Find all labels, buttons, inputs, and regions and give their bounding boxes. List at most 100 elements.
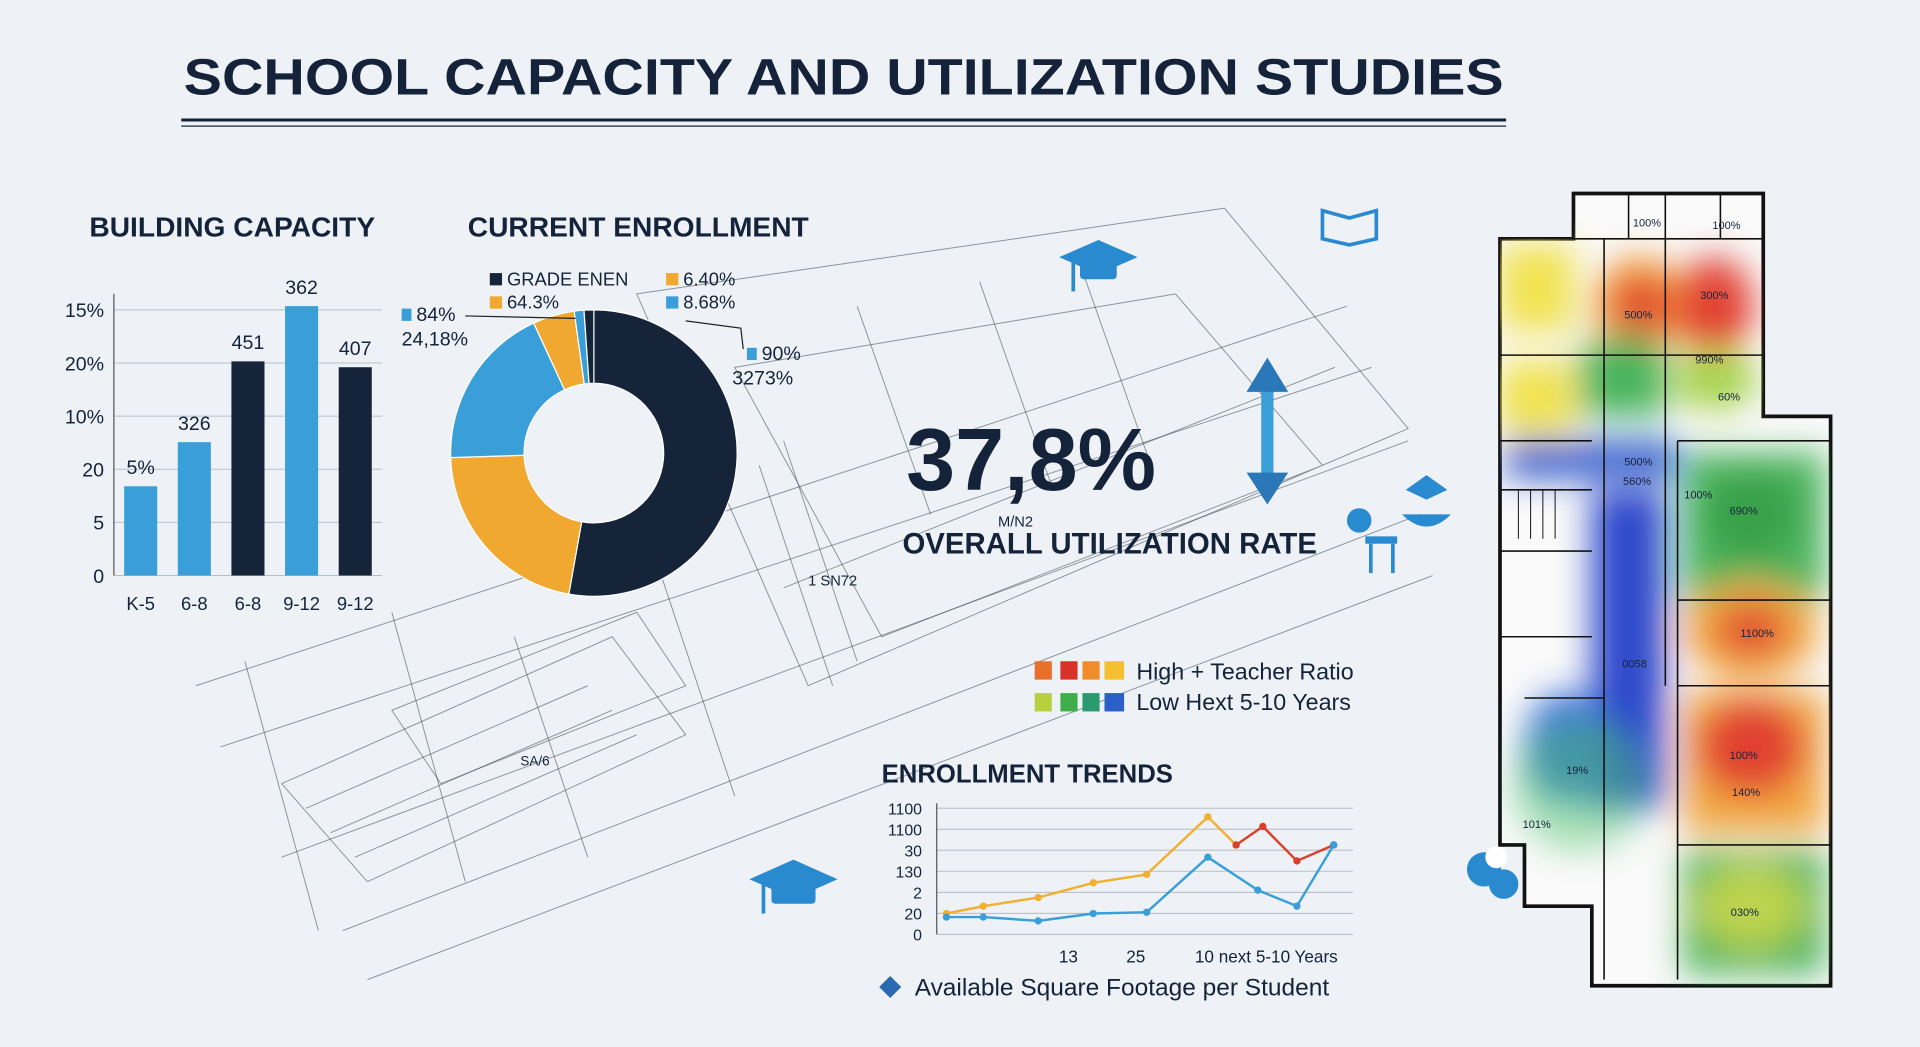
y-tick-label: 0 [93, 566, 104, 588]
y-tick-label: 15% [65, 300, 104, 322]
footnote-diamond [879, 975, 902, 998]
trend-point [1254, 886, 1262, 894]
annotation-label: 90% [762, 343, 801, 365]
annotation-label: 84% [416, 304, 455, 326]
bar-value-label: 407 [339, 338, 372, 360]
legend-label: GRADE ENEN [507, 268, 628, 289]
legend-swatch [489, 296, 503, 309]
floorplan-label: 300% [1700, 290, 1728, 302]
legend-swatch [666, 273, 679, 286]
heat-legend-label: Low Hext 5-10 Years [1136, 689, 1351, 715]
blueprint-label: SA/6 [520, 753, 549, 768]
x-tick-label: 6-8 [181, 593, 208, 614]
utilization-value: 37,8% [906, 410, 1156, 509]
bar-value-label: 5% [127, 457, 155, 479]
donut-slice [568, 309, 738, 597]
trend-point [1204, 853, 1212, 861]
y-tick-label: 30 [904, 843, 922, 860]
bar-value-label: 326 [178, 413, 211, 435]
y-tick-label: 10% [65, 406, 104, 428]
bar [124, 486, 158, 576]
y-tick-label: 20 [904, 906, 922, 923]
blueprint-label: M/N2 [998, 515, 1033, 531]
trend-point [979, 902, 987, 910]
trend-point [1293, 902, 1301, 910]
trend-point [1089, 909, 1097, 918]
trend-point [1259, 822, 1267, 831]
floorplan-label: 500% [1624, 309, 1652, 321]
bar [285, 306, 319, 576]
floorplan-label: 0058 [1622, 658, 1647, 670]
legend-swatch [666, 296, 679, 309]
floorplan-label: 990% [1695, 355, 1723, 367]
pie-chart-title: CURRENT ENROLLMENT [468, 211, 809, 242]
y-tick-label: 5 [93, 513, 104, 535]
heat-legend-label: High + Teacher Ratio [1136, 659, 1353, 685]
floorplan-label: 560% [1623, 476, 1651, 488]
bar [231, 361, 265, 576]
y-tick-label: 130 [895, 864, 922, 881]
blueprint [195, 207, 1433, 981]
y-tick-label: 1100 [888, 822, 922, 839]
line-chart-title: ENROLLMENT TRENDS [882, 760, 1173, 788]
bar [177, 442, 211, 576]
x-tick-label: 10 next 5-10 Years [1195, 946, 1338, 966]
legend-label: 8.68% [683, 292, 735, 313]
donut-slice [450, 322, 566, 459]
leader-line [465, 315, 744, 350]
trend-line [1235, 824, 1335, 863]
floorplan-label: 100% [1730, 750, 1758, 762]
page-title: SCHOOL CAPACITY AND UTILIZATION STUDIES [184, 47, 1504, 105]
floorplan-label: 19% [1566, 765, 1588, 777]
utilization-caption: OVERALL UTILIZATION RATE [902, 528, 1317, 561]
trend-point [1330, 841, 1338, 849]
trend-point [1142, 908, 1151, 916]
trend-point [1034, 917, 1042, 925]
bar-chart-title: BUILDING CAPACITY [89, 211, 375, 242]
bar [338, 367, 372, 576]
trend-point [1293, 857, 1301, 865]
floorplan-label: 1100% [1740, 628, 1774, 640]
trend-point [1232, 841, 1240, 849]
floorplan-label: 100% [1684, 489, 1712, 501]
x-tick-label: 9-12 [337, 593, 374, 614]
trend-point [1142, 870, 1151, 879]
legend-label: 6.40% [683, 268, 735, 289]
x-tick-label: 13 [1059, 946, 1078, 966]
x-tick-label: K-5 [126, 593, 155, 614]
legend-swatch [489, 273, 503, 286]
donut-slice [450, 454, 583, 595]
floorplan-label: 60% [1718, 391, 1740, 403]
annotation-text: 24,18% [402, 328, 468, 350]
annotation-swatch [746, 347, 757, 361]
trend-point [942, 913, 951, 921]
trend-point [1204, 813, 1212, 821]
x-tick-label: 6-8 [235, 593, 262, 614]
legend-label: 64.3% [507, 292, 559, 313]
y-tick-label: 20% [65, 353, 104, 375]
floorplan-label: 140% [1732, 787, 1760, 799]
x-tick-label: 9-12 [283, 593, 320, 614]
floorplan [1498, 191, 1833, 988]
trend-point [1034, 893, 1042, 902]
bar-value-label: 362 [285, 277, 318, 299]
annotation-swatch [401, 308, 412, 321]
x-tick-label: 25 [1126, 946, 1145, 966]
footnote: Available Square Footage per Student [915, 975, 1330, 1002]
y-tick-label: 1100 [888, 801, 922, 818]
y-tick-label: 20 [82, 460, 104, 482]
floorplan-label: 030% [1731, 907, 1759, 919]
trend-point [1089, 879, 1097, 887]
blueprint-label: 1 SN72 [808, 573, 857, 589]
donut-slice [583, 309, 595, 385]
floorplan-label: 100% [1633, 218, 1661, 230]
trend-point [979, 913, 987, 921]
floorplan-label: 101% [1523, 819, 1551, 831]
floorplan-label: 690% [1730, 505, 1758, 517]
floorplan-label: 500% [1624, 456, 1652, 468]
annotation-text: 3273% [732, 368, 793, 390]
arrow-icon [1246, 357, 1289, 505]
heat-legend [1034, 661, 1125, 712]
